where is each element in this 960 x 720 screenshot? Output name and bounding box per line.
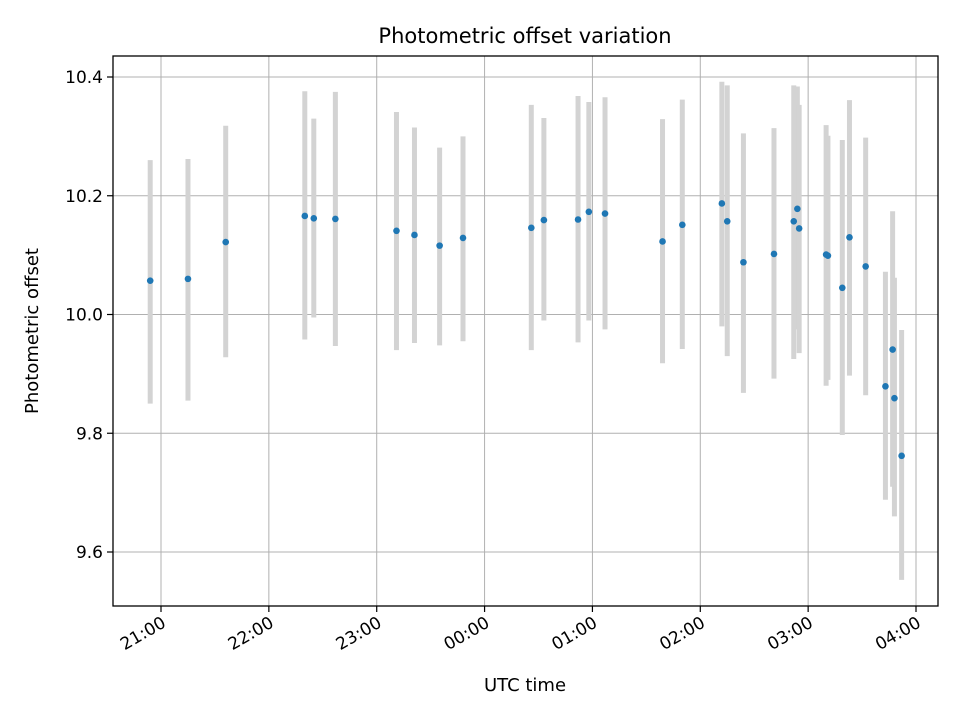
data-point: [889, 346, 896, 353]
y-tick-label: 9.6: [76, 543, 103, 563]
data-point: [824, 252, 832, 260]
data-point: [790, 217, 798, 225]
data-point: [310, 215, 318, 222]
data-point: [459, 234, 467, 242]
grid: [113, 56, 938, 606]
data-point: [740, 258, 747, 266]
y-tick-label: 10.0: [65, 306, 103, 326]
data-point: [301, 212, 309, 220]
data-point: [838, 284, 846, 292]
data-point: [146, 277, 154, 284]
data-point: [528, 224, 535, 232]
y-axis-title: Photometric offset: [22, 248, 43, 414]
data-point: [846, 234, 853, 241]
data-point: [332, 215, 339, 223]
plot-frame: [112, 55, 939, 607]
y-tick-label: 9.8: [76, 424, 103, 444]
data-point: [436, 242, 443, 249]
data-point: [222, 238, 230, 246]
x-axis-title: UTC time: [484, 675, 566, 696]
data-point: [585, 208, 593, 216]
data-point: [601, 210, 609, 217]
data-point: [862, 263, 869, 270]
data-point: [770, 250, 778, 258]
data-point: [718, 200, 726, 207]
chart-title: Photometric offset variation: [378, 24, 671, 48]
data-point: [184, 275, 192, 283]
data-point: [882, 383, 889, 390]
data-point: [679, 221, 686, 229]
data-point: [574, 216, 582, 223]
data-point: [891, 394, 898, 402]
data-point: [898, 452, 905, 460]
data-point: [393, 227, 400, 235]
data-point: [795, 225, 803, 232]
y-tick-label: 10.2: [65, 187, 103, 207]
data-point: [659, 238, 666, 245]
data-point: [723, 217, 731, 225]
data-point: [411, 231, 418, 239]
y-tick-label: 10.4: [65, 68, 103, 88]
y-axis: 9.6 9.8 10.0 10.2 10.4: [65, 68, 113, 563]
data-point: [540, 216, 548, 224]
data-points: [146, 200, 905, 460]
data-point: [794, 205, 801, 213]
